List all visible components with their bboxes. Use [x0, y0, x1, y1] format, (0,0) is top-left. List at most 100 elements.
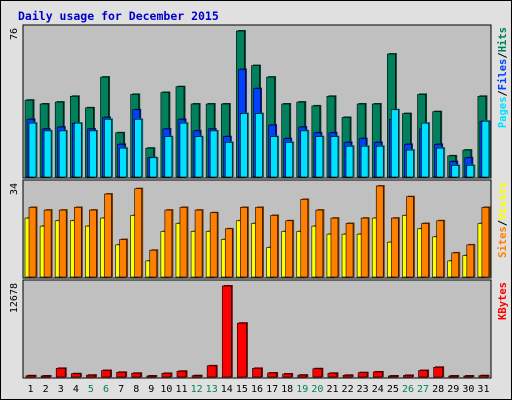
x-tick-label-day-17: 17: [266, 384, 278, 395]
sites-bar-day-10: [164, 209, 174, 278]
sites-bar-day-17: [270, 214, 280, 278]
kbytes-bar-day-15: [237, 322, 248, 378]
x-tick-label-day-16: 16: [251, 384, 263, 395]
sites-bar-day-11: [179, 206, 189, 278]
kbytes-bar-day-31: [478, 374, 490, 378]
pages-bar-day-11: [179, 122, 189, 178]
kbytes-bar-day-7: [116, 371, 128, 378]
x-tick-label-day-6: 6: [103, 384, 109, 395]
x-tick-label-day-7: 7: [118, 384, 124, 395]
kbytes-bar-day-8: [131, 372, 143, 378]
x-tick-label-day-28: 28: [432, 384, 444, 395]
x-tick-label-day-18: 18: [281, 384, 293, 395]
kbytes-plot-area: [22, 279, 492, 379]
hits-files-pages-legend: Pages/Files/Hits: [497, 27, 509, 128]
kbytes-legend: KBytes: [497, 282, 509, 320]
pages-bar-day-26: [406, 149, 415, 178]
x-axis: 1 2 3 4 5 6 7 8 9 10 11 12 13 14 15 16 17 18 19 20 21 22 23 24 2…: [28, 384, 490, 395]
kbytes-bar-day-16: [252, 367, 263, 378]
x-tick-label-day-26: 26: [402, 384, 414, 395]
kbytes-bar-day-26: [403, 374, 414, 378]
pages-bar-day-28: [436, 147, 446, 178]
pages-bar-day-23: [360, 145, 370, 178]
sites-bar-day-12: [194, 209, 204, 278]
sites-bar-day-26: [406, 195, 415, 278]
sites-bar-day-30: [466, 243, 476, 278]
legend-item-0: Sites: [497, 226, 509, 258]
visits-sites-panel: 34 Sites/Visits: [9, 179, 509, 279]
pages-bar-day-1: [28, 122, 38, 178]
x-tick-label-day-20: 20: [311, 384, 323, 395]
sites-bar-day-21: [330, 217, 340, 278]
sites-bar-day-13: [209, 211, 219, 278]
pages-bar-day-10: [164, 135, 174, 178]
pages-bar-day-20: [315, 135, 325, 178]
kbytes-bar-day-23: [357, 371, 369, 378]
pages-bar-day-3: [58, 129, 68, 178]
kbytes-bar-day-30: [463, 375, 475, 378]
pages-bar-day-25: [391, 108, 400, 178]
sites-bar-day-2: [43, 209, 53, 278]
kbytes-bar-day-9: [146, 374, 158, 378]
pages-bar-day-12: [194, 135, 204, 178]
kbytes-bar-day-17: [267, 371, 279, 378]
kbytes-bar-day-3: [55, 367, 67, 378]
sites-bar-day-3: [58, 209, 68, 278]
kbytes-bar-day-14: [221, 285, 233, 378]
x-tick-label-day-9: 9: [148, 384, 154, 395]
kbytes-bar-day-13: [206, 364, 218, 378]
legend-item-2: Visits: [497, 182, 509, 220]
pages-bar-day-6: [104, 118, 113, 178]
pages-bar-day-17: [270, 135, 280, 178]
x-tick-label-day-10: 10: [160, 384, 172, 395]
x-tick-label-day-27: 27: [417, 384, 429, 395]
sites-bar-day-15: [240, 206, 249, 278]
x-tick-label-day-5: 5: [88, 384, 94, 395]
pages-bar-day-5: [89, 129, 98, 178]
pages-bar-day-24: [375, 145, 385, 178]
kbytes-bar-day-10: [161, 372, 173, 378]
kbytes-bar-day-19: [297, 374, 309, 378]
sites-bar-day-19: [300, 198, 310, 278]
hits-files-pages-ymax-label: 76: [9, 28, 20, 40]
pages-bar-day-18: [285, 141, 295, 178]
sites-bar-day-14: [224, 227, 234, 278]
x-tick-label-day-11: 11: [175, 384, 187, 395]
kbytes-bar-day-29: [448, 375, 460, 378]
sites-bar-day-27: [421, 222, 431, 278]
pages-bar-day-30: [466, 164, 476, 178]
legend-item-0: Pages: [497, 97, 509, 129]
kbytes-ymax-label: 12678: [9, 283, 20, 313]
kbytes-bar-day-11: [176, 370, 188, 378]
pages-bar-day-14: [224, 141, 234, 178]
x-tick-label-day-4: 4: [73, 384, 79, 395]
x-tick-label-day-3: 3: [58, 384, 64, 395]
chart-title: Daily usage for December 2015: [18, 9, 219, 23]
sites-bar-day-1: [28, 206, 38, 278]
sites-bar-day-6: [104, 193, 113, 278]
sites-bar-day-5: [89, 209, 98, 278]
pages-bar-day-2: [43, 129, 53, 178]
legend-item-3: /: [497, 52, 509, 58]
sites-bar-day-4: [73, 206, 83, 278]
kbytes-bar-day-5: [86, 374, 97, 378]
visits-sites-ymax-label: 34: [9, 183, 20, 195]
x-tick-label-day-1: 1: [28, 384, 34, 395]
pages-bar-day-29: [451, 164, 461, 178]
sites-bar-day-24: [375, 185, 385, 278]
kbytes-bar-day-25: [388, 374, 399, 378]
x-tick-label-day-2: 2: [43, 384, 49, 395]
sites-bar-day-28: [436, 219, 446, 278]
pages-bar-day-19: [300, 129, 310, 178]
pages-bar-day-21: [330, 135, 340, 178]
x-tick-label-day-8: 8: [133, 384, 139, 395]
kbytes-bar-day-21: [327, 372, 339, 378]
kbytes-bar-day-24: [372, 370, 384, 378]
pages-bar-day-8: [134, 118, 144, 178]
x-tick-label-day-15: 15: [236, 384, 248, 395]
pages-bar-day-7: [119, 147, 129, 178]
